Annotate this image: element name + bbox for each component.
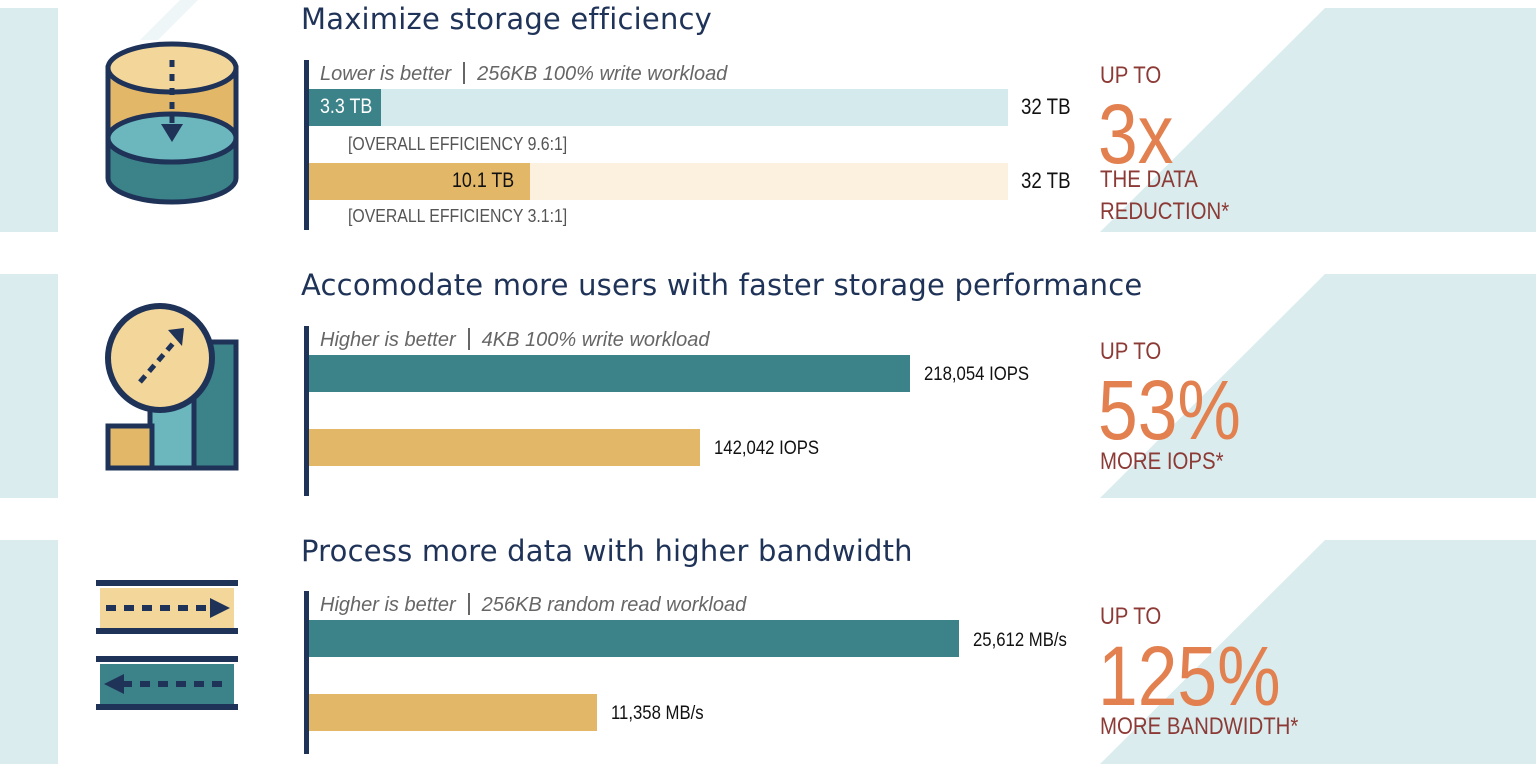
chart-subtitle: Higher is better 256KB random read worklo… — [320, 593, 746, 617]
bar-value-label: 218,054 IOPS — [924, 364, 1030, 385]
callout-line-1: MORE IOPS* — [1100, 448, 1224, 475]
band-diagonal-decoration — [1100, 274, 1536, 498]
chart-subtitle: Lower is better 256KB 100% write workload — [320, 62, 727, 86]
section-title: Accomodate more users with faster storag… — [301, 268, 1143, 302]
section-title: Process more data with higher bandwidth — [301, 534, 913, 568]
capacity-track — [309, 89, 1008, 126]
capacity-label: 32 TB — [1021, 168, 1071, 193]
efficiency-note: [OVERALL EFFICIENCY 3.1:1] — [348, 206, 568, 226]
subtitle-workload: 256KB random read workload — [481, 594, 747, 616]
corner-decoration — [140, 0, 198, 40]
bar-value-label: 3.3 TB — [320, 95, 373, 118]
section-title: Maximize storage efficiency — [301, 2, 713, 36]
bar-teal — [309, 89, 381, 126]
subtitle-separator — [463, 62, 466, 84]
bar-value-label: 10.1 TB — [452, 169, 515, 192]
band-right-panel — [1100, 8, 1536, 232]
callout-line-2: REDUCTION* — [1100, 198, 1230, 225]
chart-axis — [304, 60, 309, 230]
bar-value-label: 25,612 MB/s — [973, 630, 1067, 651]
band-left-panel — [0, 274, 58, 498]
subtitle-condition: Lower is better — [320, 63, 452, 85]
callout-line-1: MORE BANDWIDTH* — [1100, 713, 1299, 740]
capacity-label: 32 TB — [1021, 94, 1071, 119]
chart-subtitle: Higher is better 4KB 100% write workload — [320, 328, 710, 352]
subtitle-workload: 256KB 100% write workload — [477, 63, 728, 85]
bar-teal — [309, 620, 959, 657]
bar-gold — [309, 429, 700, 466]
bidirectional-lanes-icon — [96, 580, 238, 710]
chart-axis — [304, 326, 309, 496]
performance-gauge-icon — [105, 303, 239, 471]
chart-axis — [304, 591, 309, 754]
efficiency-note: [OVERALL EFFICIENCY 9.6:1] — [348, 134, 568, 154]
callout-prefix: UP TO — [1100, 338, 1162, 365]
callout-figure: 53% — [1098, 363, 1241, 457]
band-left-panel — [0, 8, 58, 232]
bar-value-label: 142,042 IOPS — [714, 438, 820, 459]
subtitle-condition: Higher is better — [320, 329, 456, 351]
band-diagonal-decoration — [1100, 8, 1536, 232]
database-cylinder-icon — [105, 41, 239, 205]
subtitle-separator — [467, 593, 470, 615]
bar-gold — [309, 694, 597, 731]
band-right-panel — [1100, 540, 1536, 764]
callout-line-1: THE DATA — [1100, 166, 1198, 193]
bar-value-label: 11,358 MB/s — [611, 703, 704, 724]
callout-prefix: UP TO — [1100, 603, 1162, 630]
bar-teal — [309, 355, 910, 392]
bar-gold — [309, 163, 530, 200]
subtitle-workload: 4KB 100% write workload — [481, 329, 710, 351]
band-diagonal-decoration — [1100, 540, 1536, 764]
band-right-panel — [1100, 274, 1536, 498]
callout-prefix: UP TO — [1100, 62, 1162, 89]
band-left-panel — [0, 540, 58, 764]
subtitle-separator — [467, 328, 470, 350]
callout-figure: 3x — [1098, 87, 1174, 181]
callout-figure: 125% — [1098, 629, 1281, 723]
subtitle-condition: Higher is better — [320, 594, 456, 616]
